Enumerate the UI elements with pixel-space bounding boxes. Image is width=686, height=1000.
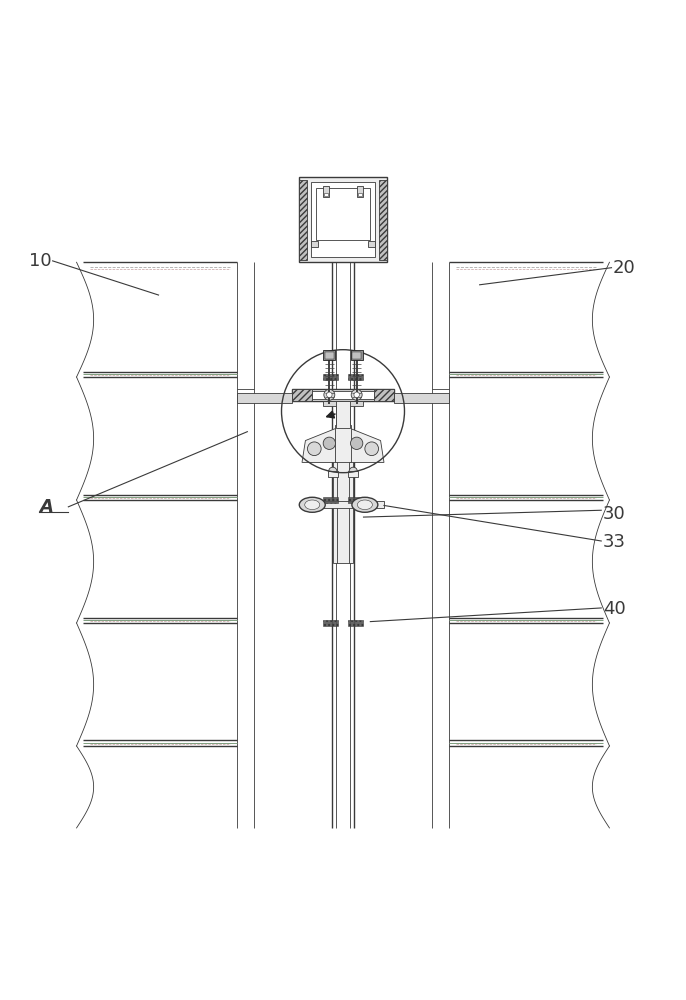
Bar [311, 182, 375, 257]
Bar [336, 401, 350, 428]
Bar [298, 180, 307, 260]
Bar [394, 393, 449, 403]
Circle shape [365, 442, 379, 456]
Circle shape [354, 392, 359, 398]
Circle shape [351, 437, 363, 449]
Circle shape [329, 467, 337, 475]
Bar [292, 389, 394, 401]
Circle shape [327, 392, 332, 398]
Bar [323, 350, 335, 360]
Text: 20: 20 [613, 259, 636, 277]
Bar [322, 620, 338, 626]
Bar [348, 497, 364, 503]
Bar [352, 352, 362, 359]
Bar [335, 425, 351, 462]
Circle shape [323, 437, 335, 449]
Bar [237, 393, 292, 403]
Bar [322, 374, 338, 380]
Bar [348, 374, 364, 380]
Bar [322, 497, 338, 503]
Circle shape [351, 389, 362, 400]
Bar [302, 501, 384, 508]
Polygon shape [350, 428, 384, 462]
Bar [333, 460, 353, 563]
Circle shape [349, 467, 357, 475]
Bar [311, 241, 318, 247]
Text: 10: 10 [29, 252, 51, 270]
Bar [348, 620, 364, 626]
Polygon shape [302, 428, 336, 462]
Bar [298, 177, 388, 262]
Text: A: A [39, 498, 53, 516]
Bar [374, 389, 394, 401]
Text: 30: 30 [602, 505, 626, 523]
Bar [368, 241, 375, 247]
Bar [292, 389, 312, 401]
Bar [324, 193, 328, 196]
Bar [379, 180, 388, 260]
Circle shape [307, 442, 321, 456]
Bar [322, 401, 364, 406]
Bar [348, 471, 358, 477]
Ellipse shape [299, 497, 325, 512]
Circle shape [324, 389, 335, 400]
Bar [357, 186, 363, 197]
Bar [323, 186, 329, 197]
Bar [316, 188, 370, 240]
Bar [324, 352, 334, 359]
Text: 40: 40 [602, 600, 626, 618]
Ellipse shape [352, 497, 378, 512]
Ellipse shape [357, 500, 372, 510]
Bar [358, 193, 362, 196]
Bar [351, 350, 363, 360]
Bar [328, 471, 338, 477]
Bar [312, 391, 374, 399]
Ellipse shape [305, 500, 320, 510]
Text: 33: 33 [602, 533, 626, 551]
